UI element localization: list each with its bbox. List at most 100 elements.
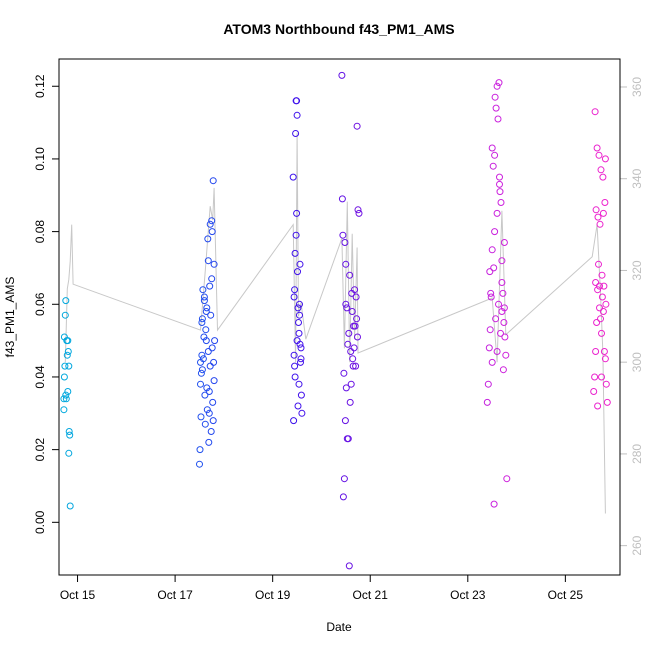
data-point (196, 460, 203, 468)
data-point (591, 373, 599, 381)
data-point (344, 435, 352, 443)
data-point (290, 417, 298, 425)
data-point (347, 380, 355, 388)
data-point (65, 449, 73, 457)
data-point (483, 398, 491, 406)
data-point (197, 380, 204, 388)
y2-tick-label: 340 (630, 168, 644, 188)
data-point (291, 286, 299, 294)
data-point (293, 111, 301, 119)
data-point (202, 337, 210, 345)
data-point (340, 369, 348, 377)
data-point (498, 279, 506, 286)
data-point (600, 348, 608, 355)
data-point (501, 333, 509, 341)
data-point (296, 300, 303, 308)
data-point (197, 413, 205, 421)
data-point (291, 362, 299, 370)
data-point (62, 297, 70, 305)
y-tick-label: 0.04 (33, 365, 47, 389)
data-point (207, 428, 215, 435)
data-point (208, 275, 216, 283)
data-point (296, 260, 304, 268)
data-point (60, 395, 68, 403)
data-point (596, 282, 603, 290)
data-point (354, 333, 361, 341)
data-point (355, 209, 363, 217)
data-point (594, 402, 602, 410)
data-point (208, 228, 216, 236)
y-tick-label: 0.02 (33, 438, 47, 462)
data-point (201, 391, 209, 399)
data-point (290, 293, 298, 301)
y-tick-label: 0.10 (33, 147, 47, 171)
data-point (598, 293, 606, 301)
data-point (340, 475, 348, 483)
data-point (490, 500, 498, 508)
data-point (601, 199, 609, 206)
data-point (297, 344, 305, 352)
data-point (296, 311, 303, 319)
data-point (198, 351, 206, 359)
data-point (484, 380, 492, 388)
data-point (350, 322, 358, 330)
data-point (485, 344, 493, 352)
secondary-series-line (64, 132, 606, 514)
data-point (64, 337, 72, 345)
y-tick-label: 0.08 (33, 220, 47, 244)
data-point (65, 428, 73, 435)
data-point (196, 446, 204, 454)
data-point (488, 358, 496, 366)
data-point (487, 293, 495, 301)
data-point (66, 502, 74, 510)
data-point (602, 380, 610, 388)
data-point (354, 206, 362, 214)
data-point (298, 409, 306, 417)
data-point (595, 151, 603, 159)
data-point (60, 373, 68, 381)
data-point (603, 398, 611, 406)
data-point (209, 177, 217, 185)
data-point (491, 228, 499, 236)
data-point (348, 308, 356, 315)
data-point (492, 104, 500, 112)
data-point (293, 209, 301, 217)
data-point (65, 362, 73, 370)
data-point (486, 268, 494, 276)
data-point (291, 249, 299, 257)
data-point (297, 355, 305, 363)
x-tick-label: Oct 19 (255, 588, 291, 602)
data-point (295, 329, 303, 337)
data-point (342, 300, 350, 308)
data-point (341, 239, 349, 246)
data-point (596, 304, 603, 312)
y-tick-label: 0.06 (33, 292, 47, 316)
data-point (207, 311, 215, 319)
data-point (486, 326, 494, 334)
data-point (492, 315, 500, 323)
data-point (295, 319, 302, 326)
x-tick-label: Oct 23 (450, 588, 486, 602)
data-point (346, 271, 354, 279)
data-point (498, 257, 506, 265)
secondary-line-layer (64, 132, 606, 514)
data-point (599, 173, 607, 181)
data-point (594, 213, 602, 221)
x-tick-label: Oct 15 (60, 588, 96, 602)
data-point (498, 308, 506, 315)
data-point (353, 315, 361, 323)
data-point (496, 180, 503, 188)
data-point (488, 246, 496, 254)
data-point (290, 351, 298, 359)
data-point (289, 173, 297, 181)
data-point (201, 420, 209, 428)
data-point (208, 344, 216, 352)
data-point (343, 304, 351, 312)
data-point (208, 217, 216, 225)
data-point (353, 122, 361, 130)
data-point (64, 348, 72, 355)
data-point (487, 289, 495, 297)
data-point (499, 289, 507, 297)
plot-frame (58, 58, 621, 576)
